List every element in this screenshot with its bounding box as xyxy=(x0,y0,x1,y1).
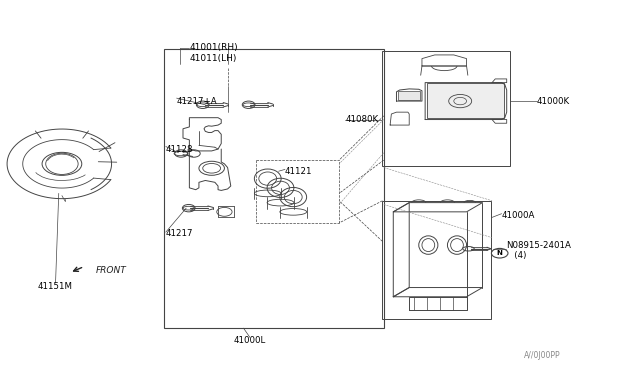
Bar xyxy=(398,91,420,100)
Text: 41121: 41121 xyxy=(285,167,312,176)
Text: A//0J00PP: A//0J00PP xyxy=(524,351,561,360)
Text: 41000K: 41000K xyxy=(537,97,570,106)
Text: 41001(RH): 41001(RH) xyxy=(189,43,238,52)
Text: 41128: 41128 xyxy=(166,145,193,154)
Bar xyxy=(383,201,491,319)
Text: 41000A: 41000A xyxy=(502,211,535,220)
Text: 41080K: 41080K xyxy=(346,115,379,124)
Text: 41151M: 41151M xyxy=(38,282,73,291)
Text: N08915-2401A
   (4): N08915-2401A (4) xyxy=(506,241,571,260)
Text: 41000L: 41000L xyxy=(234,336,266,345)
Bar xyxy=(383,51,510,166)
Text: 41011(LH): 41011(LH) xyxy=(189,54,237,63)
Text: 41217+A: 41217+A xyxy=(177,97,217,106)
Bar xyxy=(164,49,384,328)
Text: 41217: 41217 xyxy=(166,230,193,238)
Bar xyxy=(427,83,504,118)
Text: N: N xyxy=(497,250,502,256)
Text: FRONT: FRONT xyxy=(96,266,127,275)
